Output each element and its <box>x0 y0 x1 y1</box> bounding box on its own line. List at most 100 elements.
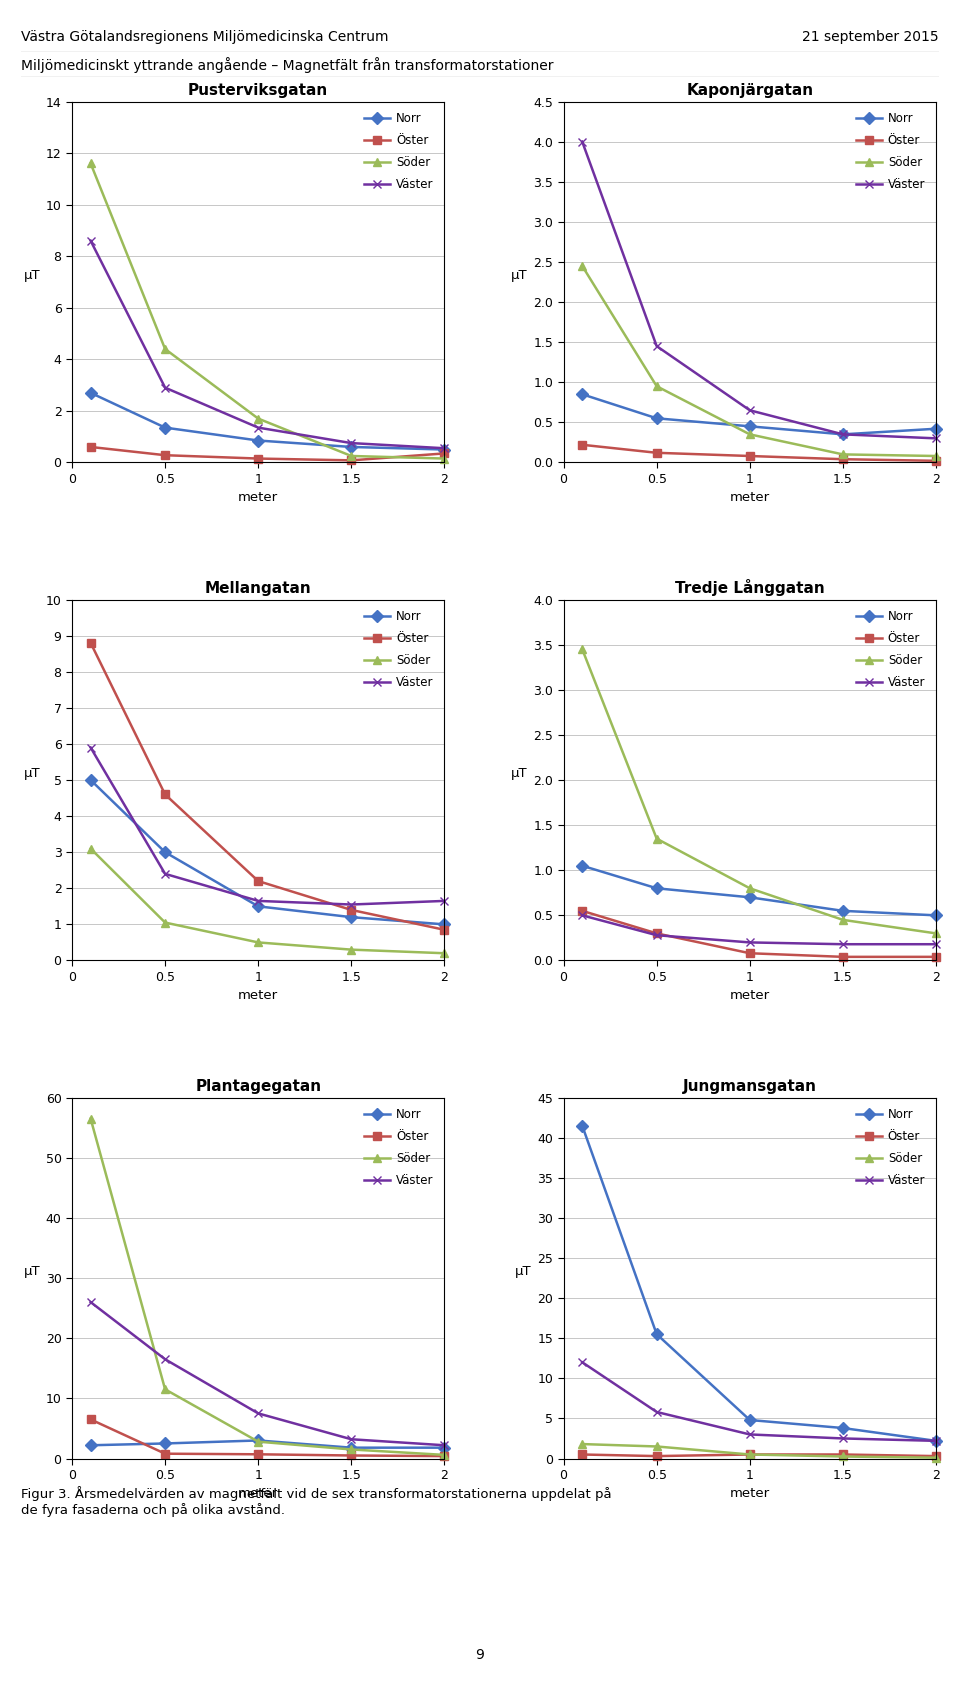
Norr <box>651 408 662 428</box>
Söder <box>837 910 849 931</box>
Öster <box>837 448 849 469</box>
Title: Jungmansgatan: Jungmansgatan <box>683 1079 817 1093</box>
Väster <box>930 934 942 954</box>
Väster <box>837 425 849 445</box>
Norr <box>439 440 450 460</box>
Söder <box>159 1379 171 1399</box>
Norr <box>252 430 264 450</box>
Väster <box>84 738 96 758</box>
Öster <box>346 450 357 470</box>
Line: Söder: Söder <box>578 1440 940 1462</box>
Norr <box>159 418 171 438</box>
Y-axis label: μT: μT <box>23 1266 40 1277</box>
Väster <box>439 438 450 459</box>
Öster <box>84 633 96 653</box>
Söder <box>651 829 662 849</box>
Söder <box>159 338 171 359</box>
Legend: Norr, Öster, Söder, Väster: Norr, Öster, Söder, Väster <box>360 606 439 694</box>
X-axis label: meter: meter <box>730 491 770 504</box>
Y-axis label: μT: μT <box>511 269 528 283</box>
Öster <box>744 1445 756 1465</box>
Line: Norr: Norr <box>578 391 940 438</box>
Väster <box>651 337 662 357</box>
Line: Söder: Söder <box>86 844 448 958</box>
Legend: Norr, Öster, Söder, Väster: Norr, Öster, Söder, Väster <box>852 606 930 694</box>
X-axis label: meter: meter <box>238 491 278 504</box>
Öster <box>439 443 450 464</box>
Söder <box>651 376 662 396</box>
Väster <box>651 926 662 946</box>
Väster <box>159 863 171 883</box>
Söder <box>84 839 96 860</box>
Line: Väster: Väster <box>86 237 448 452</box>
Väster <box>744 399 756 420</box>
Norr <box>84 382 96 403</box>
Söder <box>744 878 756 898</box>
Title: Plantagegatan: Plantagegatan <box>195 1079 322 1093</box>
Söder <box>651 1437 662 1457</box>
Norr <box>84 770 96 790</box>
Legend: Norr, Öster, Söder, Väster: Norr, Öster, Söder, Väster <box>360 1103 439 1191</box>
Öster <box>439 1447 450 1467</box>
Söder <box>159 912 171 932</box>
Norr <box>744 887 756 907</box>
X-axis label: meter: meter <box>238 1487 278 1501</box>
Öster <box>159 785 171 805</box>
Norr <box>346 437 357 457</box>
Öster <box>252 448 264 469</box>
Norr <box>439 914 450 934</box>
Norr <box>252 1430 264 1450</box>
Norr <box>159 843 171 863</box>
Väster <box>346 433 357 453</box>
Norr <box>159 1433 171 1453</box>
Söder <box>252 408 264 428</box>
Y-axis label: μT: μT <box>23 766 40 780</box>
Line: Öster: Öster <box>578 907 940 961</box>
Väster <box>837 1428 849 1448</box>
Norr <box>346 907 357 927</box>
Norr <box>252 897 264 917</box>
Norr <box>439 1438 450 1459</box>
Norr <box>576 856 588 876</box>
Söder <box>837 445 849 465</box>
Söder <box>744 425 756 445</box>
Öster <box>576 1445 588 1465</box>
Väster <box>930 428 942 448</box>
Öster <box>930 450 942 470</box>
Y-axis label: μT: μT <box>516 1266 532 1277</box>
Väster <box>837 934 849 954</box>
Norr <box>84 1435 96 1455</box>
Söder <box>84 154 96 174</box>
Väster <box>252 418 264 438</box>
Söder <box>576 1433 588 1453</box>
Söder <box>346 939 357 959</box>
Line: Väster: Väster <box>86 1298 448 1450</box>
Title: Pusterviksgatan: Pusterviksgatan <box>188 83 328 98</box>
Söder <box>837 1447 849 1467</box>
Title: Mellangatan: Mellangatan <box>204 580 312 596</box>
Öster <box>252 871 264 892</box>
Norr <box>744 416 756 437</box>
Väster <box>439 1435 450 1455</box>
Norr <box>576 1115 588 1135</box>
Norr <box>744 1409 756 1430</box>
Line: Öster: Öster <box>578 440 940 465</box>
Norr <box>837 425 849 445</box>
Väster <box>84 1293 96 1313</box>
Söder <box>576 640 588 660</box>
Legend: Norr, Öster, Söder, Väster: Norr, Öster, Söder, Väster <box>852 107 930 196</box>
Söder <box>84 1108 96 1129</box>
Öster <box>651 443 662 464</box>
Line: Söder: Söder <box>86 159 448 462</box>
Söder <box>439 942 450 963</box>
Title: Tredje Långgatan: Tredje Långgatan <box>675 579 825 596</box>
Text: Miljömedicinskt yttrande angående – Magnetfält från transformatorstationer: Miljömedicinskt yttrande angående – Magn… <box>21 58 554 73</box>
Text: 9: 9 <box>475 1648 485 1662</box>
Y-axis label: μT: μT <box>23 269 40 283</box>
Väster <box>346 895 357 915</box>
Söder <box>930 1448 942 1469</box>
Öster <box>837 1445 849 1465</box>
Öster <box>84 437 96 457</box>
Norr <box>837 900 849 920</box>
Öster <box>576 435 588 455</box>
